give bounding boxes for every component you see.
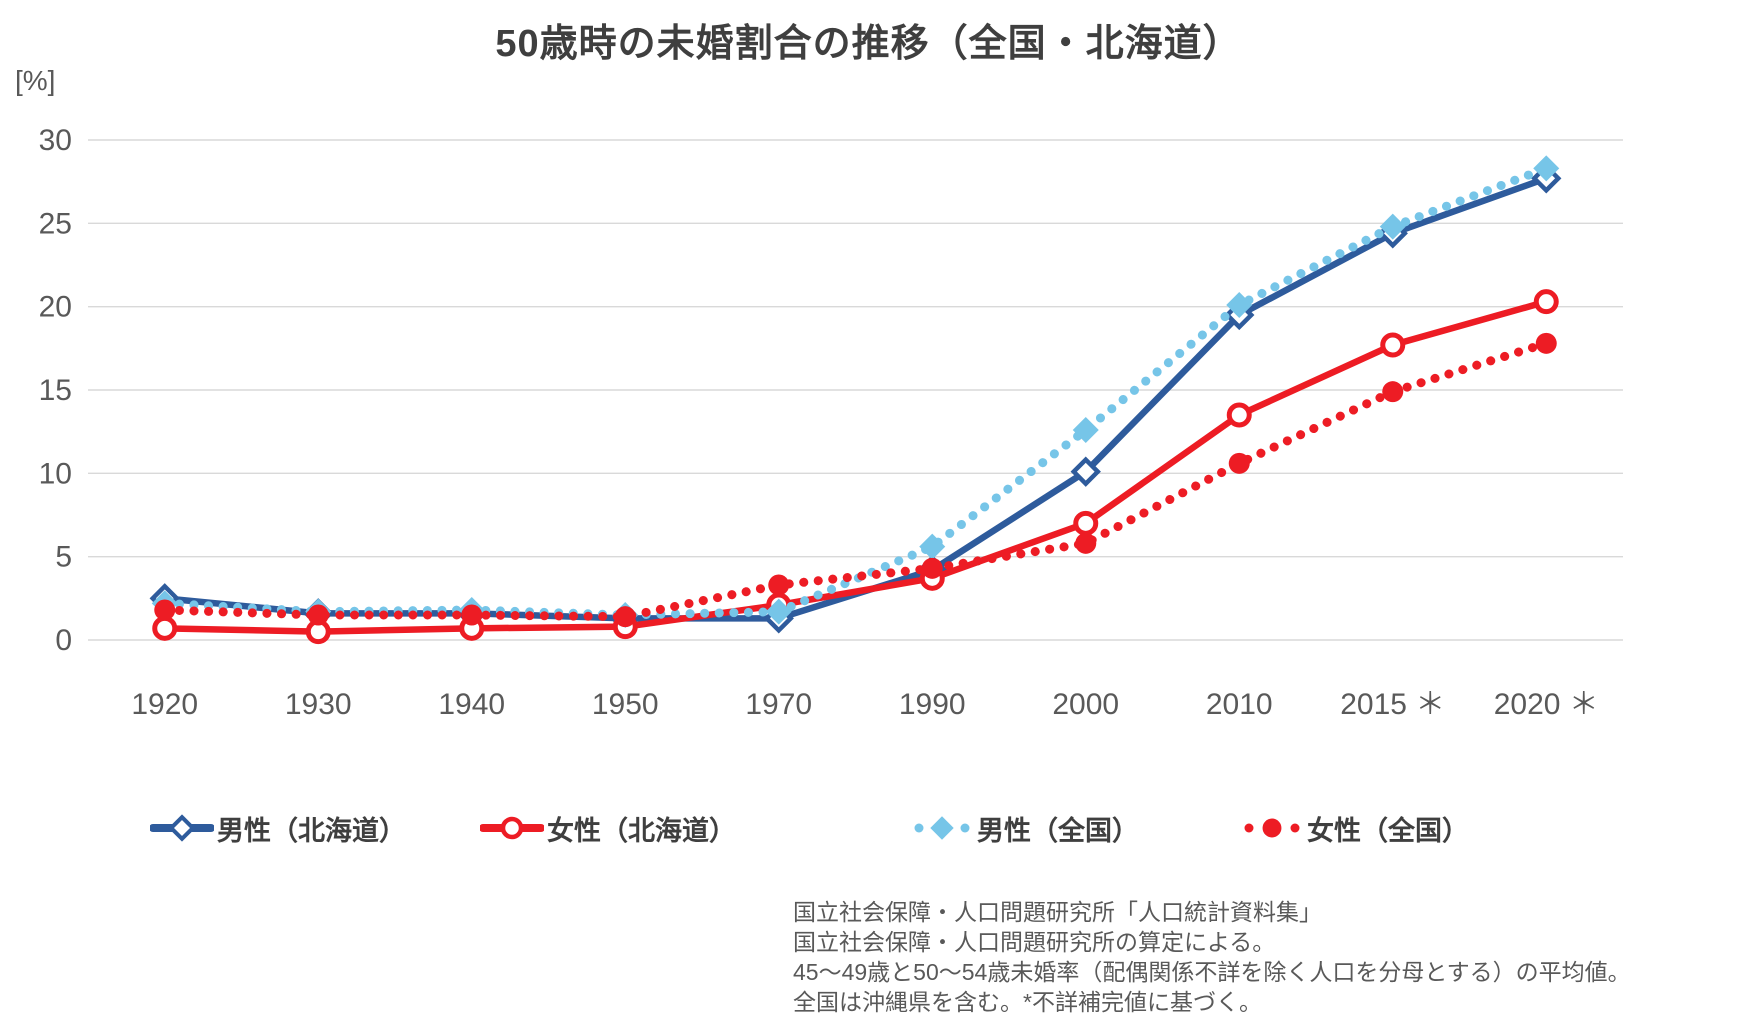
series-line <box>160 338 1551 622</box>
data-point-diamond-filled <box>1379 213 1406 240</box>
legend-marker-male-hokkaido-icon <box>149 812 215 844</box>
data-point-circle-filled <box>1382 381 1404 403</box>
y-tick-label: 5 <box>55 541 72 574</box>
x-tick-label: 1940 <box>438 688 505 721</box>
chart-legend: 男性（北海道） 女性（北海道） 男性（全国） 女性（全国） <box>0 806 1737 850</box>
data-point-diamond-open <box>168 814 196 842</box>
x-tick-label: 2010 <box>1206 688 1273 721</box>
x-tick-label: 1950 <box>592 688 659 721</box>
x-tick-label: 1990 <box>899 688 966 721</box>
y-tick-label: 10 <box>39 457 72 490</box>
data-point-diamond-filled <box>930 816 954 840</box>
x-tick-label: 2000 <box>1052 688 1119 721</box>
source-notes: 国立社会保障・人口問題研究所「人口統計資料集」 国立社会保障・人口問題研究所の算… <box>793 897 1693 1017</box>
data-point-circle-filled <box>154 599 176 621</box>
x-tick-label: 1930 <box>285 688 352 721</box>
source-note-line: 45～49歳と50～54歳未婚率（配偶関係不詳を除く人口を分母とする）の平均値。 <box>793 959 1631 985</box>
data-point-circle-open <box>1533 289 1559 315</box>
data-point-circle-filled <box>614 606 636 628</box>
data-point-circle-filled <box>307 604 329 626</box>
legend-item-male-hokkaido: 男性（北海道） <box>149 806 406 850</box>
page-title: 50歳時の未婚割合の推移（全国・北海道） <box>495 23 1242 65</box>
legend-item-male-national: 男性（全国） <box>910 806 1139 850</box>
legend-marker-female-national-icon <box>1240 812 1304 844</box>
x-tick-label: 1920 <box>131 688 198 721</box>
legend-label: 女性（北海道） <box>547 815 736 846</box>
data-point-circle-open <box>1226 402 1252 428</box>
data-point-circle-open <box>500 816 524 840</box>
legend-item-female-national: 女性（全国） <box>1240 806 1469 850</box>
data-point-circle-filled <box>921 557 943 579</box>
legend-item-female-hokkaido: 女性（北海道） <box>479 806 736 850</box>
legend-label: 女性（全国） <box>1307 815 1469 846</box>
data-point-diamond-filled <box>765 598 792 625</box>
data-point-circle-filled <box>1262 818 1282 838</box>
data-point-circle-open <box>152 615 178 641</box>
y-tick-label: 0 <box>55 624 72 657</box>
data-point-circle-filled <box>768 574 790 596</box>
data-point-circle-open <box>1073 510 1099 536</box>
data-point-diamond-filled <box>919 533 946 560</box>
legend-marker-male-national-icon <box>910 812 974 844</box>
legend-marker-female-hokkaido-icon <box>479 812 545 844</box>
y-tick-label: 15 <box>39 374 72 407</box>
data-point-diamond-filled <box>1226 292 1253 318</box>
data-point-circle-filled <box>1228 452 1250 474</box>
source-note-line: 国立社会保障・人口問題研究所「人口統計資料集」 <box>793 899 1322 925</box>
line-chart: 0 5 10 15 20 25 30 [%] 1920 1930 1940 1950 1970 1990 2… <box>15 65 1623 721</box>
legend-label: 男性（北海道） <box>217 815 406 846</box>
y-tick-label: 25 <box>39 207 72 240</box>
source-note-line: 全国は沖縄県を含む。*不詳補完値に基づく。 <box>793 989 1262 1015</box>
data-point-circle-filled <box>461 604 483 626</box>
x-tick-label: 1970 <box>745 688 812 721</box>
series-line <box>161 298 1550 635</box>
data-point-circle-open <box>1380 332 1406 358</box>
series-line <box>160 163 1551 620</box>
source-note-line: 国立社会保障・人口問題研究所の算定による。 <box>793 929 1276 955</box>
data-point-circle-filled <box>1535 332 1557 354</box>
y-axis-unit: [%] <box>15 65 55 96</box>
y-tick-label: 30 <box>39 124 72 157</box>
y-tick-label: 20 <box>39 291 72 324</box>
x-tick-label: 2015 ＊ <box>1340 688 1445 721</box>
data-point-circle-filled <box>1075 532 1097 554</box>
data-point-diamond-filled <box>1533 155 1560 182</box>
legend-label: 男性（全国） <box>977 815 1139 846</box>
data-point-diamond-open <box>1070 456 1101 487</box>
series-line <box>161 175 1550 622</box>
x-tick-label: 2020 ＊ <box>1494 688 1599 721</box>
data-point-diamond-filled <box>1072 417 1099 443</box>
